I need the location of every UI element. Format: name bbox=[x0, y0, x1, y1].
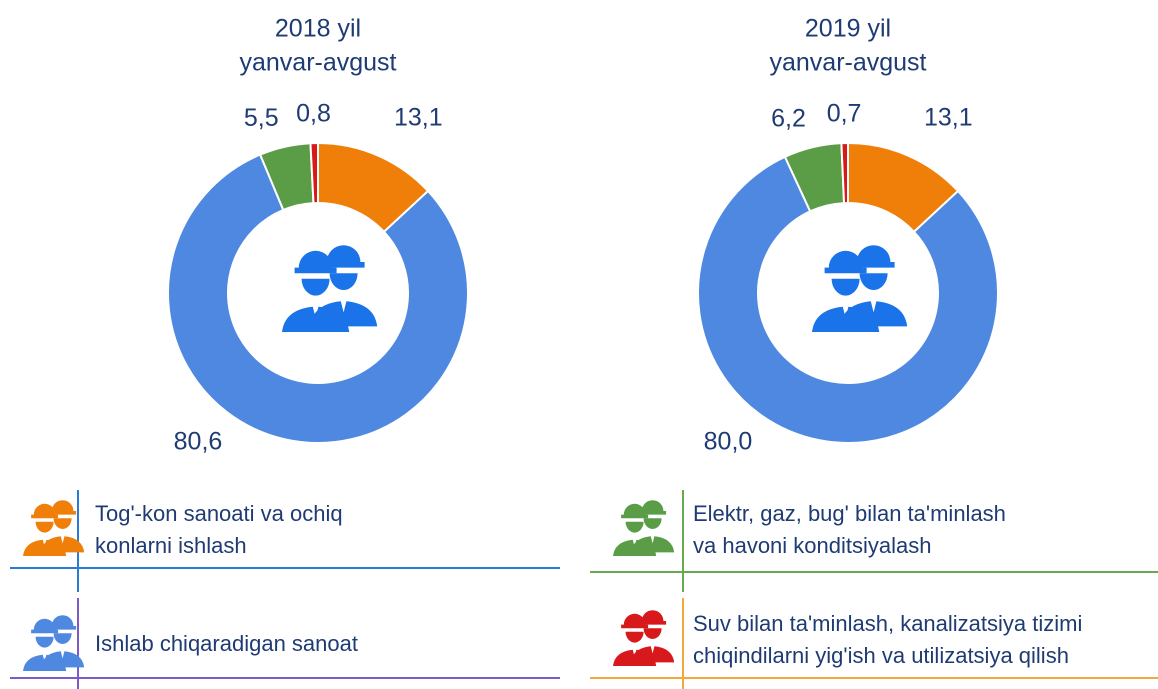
chart-subtitle: yanvar-avgust bbox=[239, 49, 396, 77]
legend-icon bbox=[613, 500, 675, 556]
data-label: 80,0 bbox=[704, 428, 753, 456]
legend-icon bbox=[23, 500, 85, 556]
center-icon bbox=[282, 245, 378, 332]
legend-label: Suv bilan ta'minlash, kanalizatsiya tizi… bbox=[693, 611, 1082, 668]
data-label: 13,1 bbox=[394, 103, 443, 131]
legend-label: Ishlab chiqaradigan sanoat bbox=[95, 631, 358, 656]
legend-decor bbox=[10, 490, 1158, 689]
legend-label: Tog'-kon sanoati va ochiq konlarni ishlas… bbox=[95, 501, 343, 558]
center-icon bbox=[812, 245, 908, 332]
legend-icon bbox=[23, 615, 85, 671]
chart-subtitle: yanvar-avgust bbox=[769, 49, 926, 77]
legend-icon bbox=[613, 610, 675, 666]
data-label: 5,5 bbox=[244, 104, 279, 132]
data-label: 80,6 bbox=[174, 428, 223, 456]
donut-slice bbox=[840, 141, 849, 205]
data-label: 0,7 bbox=[827, 100, 862, 128]
data-label: 6,2 bbox=[771, 105, 806, 133]
donut-slice bbox=[697, 155, 999, 444]
data-label: 0,8 bbox=[296, 100, 331, 128]
donut-slice bbox=[167, 153, 469, 444]
donut-slice bbox=[309, 141, 319, 205]
legend-label: Elektr, gaz, bug' bilan ta'minlash va hav… bbox=[693, 501, 1006, 558]
chart-title: 2019 yil bbox=[805, 15, 891, 43]
data-label: 13,1 bbox=[924, 103, 973, 131]
chart-title: 2018 yil bbox=[275, 15, 361, 43]
